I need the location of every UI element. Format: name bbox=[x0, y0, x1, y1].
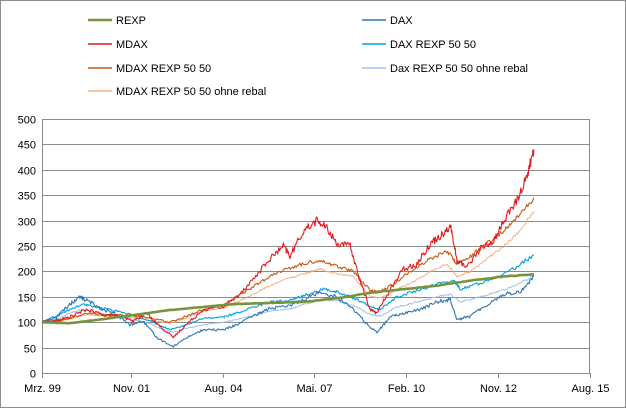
legend-label-mdax-rexp-50-50-ohne-rebal: MDAX REXP 50 50 ohne rebal bbox=[116, 86, 266, 98]
y-tick-label-300: 300 bbox=[18, 217, 36, 229]
legend-label-dax-rexp-50-50-ohne-rebal: Dax REXP 50 50 ohne rebal bbox=[390, 63, 528, 75]
y-tick-label-500: 500 bbox=[18, 115, 36, 127]
y-tick-label-350: 350 bbox=[18, 191, 36, 203]
x-tick-label-2: Aug. 04 bbox=[205, 383, 243, 395]
legend-label-rexp: REXP bbox=[116, 15, 146, 27]
legend-label-mdax: MDAX bbox=[116, 39, 148, 51]
legend: REXP DAX MDAX DAX REXP 50 50 MDAX REXP 50 50… bbox=[88, 15, 528, 98]
x-tick-label-4: Feb. 10 bbox=[388, 383, 425, 395]
x-tick-label-3: Mai. 07 bbox=[296, 383, 332, 395]
y-tick-label-200: 200 bbox=[18, 267, 36, 279]
y-tick-label-450: 450 bbox=[18, 140, 36, 152]
y-axis-tick-labels: 0 50 100 150 200 250 300 350 400 450 500 bbox=[18, 115, 36, 381]
series-line-mdax-rexp-50-50-ohne-rebal bbox=[41, 211, 535, 325]
x-tick-label-5: Nov. 12 bbox=[480, 383, 517, 395]
y-tick-label-150: 150 bbox=[18, 293, 36, 305]
series-line-dax-rexp-50-50-ohne-rebal bbox=[41, 275, 534, 333]
x-tick-label-6: Aug. 15 bbox=[572, 383, 610, 395]
legend-label-dax: DAX bbox=[390, 15, 413, 27]
series-line-mdax bbox=[41, 149, 535, 339]
y-tick-label-400: 400 bbox=[18, 166, 36, 178]
series-line-dax-rexp-50-50 bbox=[41, 254, 534, 331]
x-tick-label-1: Nov. 01 bbox=[113, 383, 150, 395]
series-line-mdax-rexp-50-50 bbox=[41, 197, 535, 324]
x-tick-label-0: Mrz. 99 bbox=[24, 383, 61, 395]
y-tick-label-50: 50 bbox=[24, 344, 36, 356]
legend-label-mdax-rexp-50-50: MDAX REXP 50 50 bbox=[116, 63, 211, 75]
y-tick-label-0: 0 bbox=[30, 369, 36, 381]
series-line-rexp bbox=[41, 273, 534, 325]
gridlines bbox=[42, 119, 590, 349]
x-axis-tick-labels: Mrz. 99 Nov. 01 Aug. 04 Mai. 07 Feb. 10 Nov. … bbox=[24, 383, 609, 395]
series-lines bbox=[41, 149, 535, 348]
y-tick-label-250: 250 bbox=[18, 242, 36, 254]
axes bbox=[42, 119, 591, 378]
legend-label-dax-rexp-50-50: DAX REXP 50 50 bbox=[390, 39, 476, 51]
series-line-dax bbox=[41, 275, 535, 348]
y-tick-label-100: 100 bbox=[18, 318, 36, 330]
